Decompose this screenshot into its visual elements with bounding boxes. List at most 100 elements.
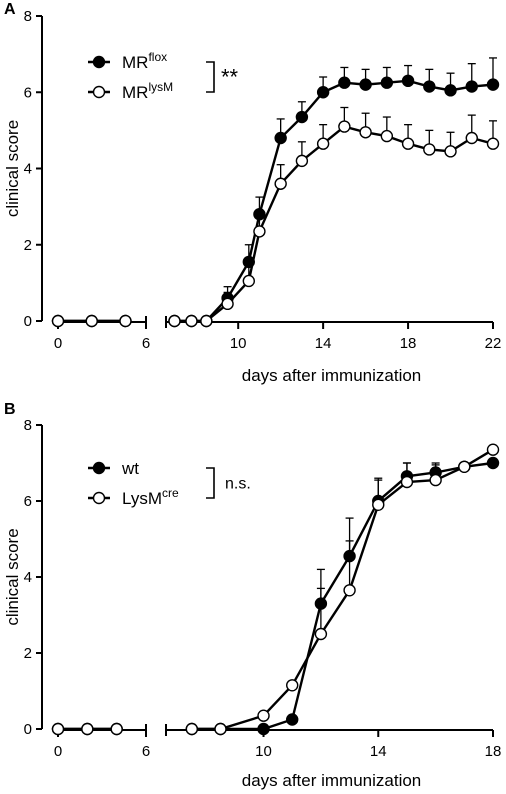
y-tick-label: 6: [24, 84, 32, 101]
data-point: [51, 314, 65, 328]
data-point: [444, 84, 457, 97]
data-point: [465, 131, 478, 145]
data-point: [185, 314, 198, 328]
data-point: [486, 78, 500, 91]
data-point: [221, 297, 234, 311]
data-point: [359, 78, 372, 91]
data-point: [85, 314, 98, 328]
data-point: [257, 722, 270, 736]
data-point: [486, 456, 500, 470]
data-point: [316, 137, 330, 150]
data-point: [400, 475, 414, 489]
y-tick-label: 8: [24, 417, 32, 434]
y-tick-label: 2: [24, 237, 32, 254]
legend-marker: [92, 55, 106, 69]
data-point: [242, 274, 256, 288]
x-tick-label: 0: [54, 743, 62, 760]
series-2: [51, 443, 500, 736]
panel-label: A: [4, 1, 16, 18]
data-point: [423, 143, 436, 156]
data-point: [429, 473, 442, 487]
legend-label-name: MR: [122, 53, 148, 72]
data-point: [486, 137, 500, 150]
chart-panel-b: B 0 2 4 6 8 clinical score 0 6 10 14 18 days after i…: [3, 401, 501, 790]
data-point: [274, 131, 287, 145]
legend-label: MRflox: [122, 50, 167, 72]
x-tick-label: 10: [230, 335, 247, 352]
data-point: [338, 120, 351, 133]
y-tick-label: 0: [24, 721, 32, 738]
legend-label-superscript: cre: [162, 486, 179, 500]
data-point: [119, 314, 132, 328]
series-line-right: [191, 461, 494, 731]
legend-marker: [92, 85, 106, 99]
x-tick-label: 18: [485, 743, 502, 760]
x-tick-label: 14: [370, 743, 387, 760]
series-line-right: [174, 125, 494, 323]
legend-marker: [92, 491, 106, 505]
legend-marker: [92, 461, 106, 475]
data-point: [295, 154, 309, 168]
panel-label: B: [4, 401, 16, 418]
legend-bracket: [206, 467, 215, 499]
y-axis-title: clinical score: [3, 120, 22, 217]
data-point: [486, 443, 500, 456]
data-point: [286, 679, 299, 692]
legend-label-name: MR: [122, 83, 148, 102]
data-point: [444, 145, 457, 158]
y-tick-label: 8: [24, 8, 32, 25]
data-point: [253, 225, 266, 238]
data-point: [458, 460, 471, 473]
x-axis-title: days after immunization: [242, 366, 422, 385]
data-point: [214, 722, 227, 736]
chart-panel-a: A 0 2 4 6 8 clinical score 0 6 10 14 18 22 days after…: [3, 1, 501, 385]
series-line-right: [174, 79, 494, 323]
y-tick-label: 4: [24, 569, 32, 586]
significance-label: n.s.: [225, 476, 251, 493]
x-tick-label: 22: [485, 335, 502, 352]
x-tick-label: 14: [315, 335, 332, 352]
data-point: [401, 74, 415, 88]
data-point: [338, 76, 351, 89]
y-axis-title: clinical score: [3, 528, 22, 625]
series-1: [51, 456, 500, 736]
data-point: [380, 76, 394, 89]
x-tick-label: 6: [142, 743, 150, 760]
legend-label: MRlysM: [122, 80, 173, 102]
x-tick-label: 0: [54, 335, 62, 352]
data-point: [359, 126, 372, 139]
data-point: [423, 80, 436, 93]
data-point: [314, 627, 328, 641]
data-point: [168, 314, 181, 328]
y-tick-label: 4: [24, 161, 32, 178]
legend-label: LysMcre: [122, 486, 179, 508]
legend-label-name: wt: [121, 459, 139, 478]
y-tick-label: 6: [24, 493, 32, 510]
data-point: [274, 177, 287, 190]
series-1: [51, 57, 500, 328]
data-point: [51, 722, 65, 736]
data-point: [343, 584, 356, 597]
x-tick-label: 18: [400, 335, 417, 352]
data-point: [380, 129, 394, 143]
data-point: [465, 80, 478, 93]
legend-label: wt: [121, 459, 139, 478]
significance-label: **: [221, 65, 239, 90]
legend-label-name: LysM: [122, 489, 162, 508]
x-tick-label: 6: [142, 335, 150, 352]
data-point: [200, 314, 213, 328]
y-tick-label: 2: [24, 645, 32, 662]
legend-bracket: [206, 61, 215, 93]
data-point: [257, 709, 270, 722]
x-axis-title: days after immunization: [242, 771, 422, 790]
data-point: [316, 86, 330, 99]
data-point: [81, 722, 94, 736]
data-point: [372, 498, 385, 511]
data-point: [401, 137, 415, 150]
legend-label-superscript: lysM: [148, 80, 173, 94]
data-point: [295, 110, 309, 124]
series-2: [51, 106, 500, 328]
data-point: [286, 713, 299, 726]
